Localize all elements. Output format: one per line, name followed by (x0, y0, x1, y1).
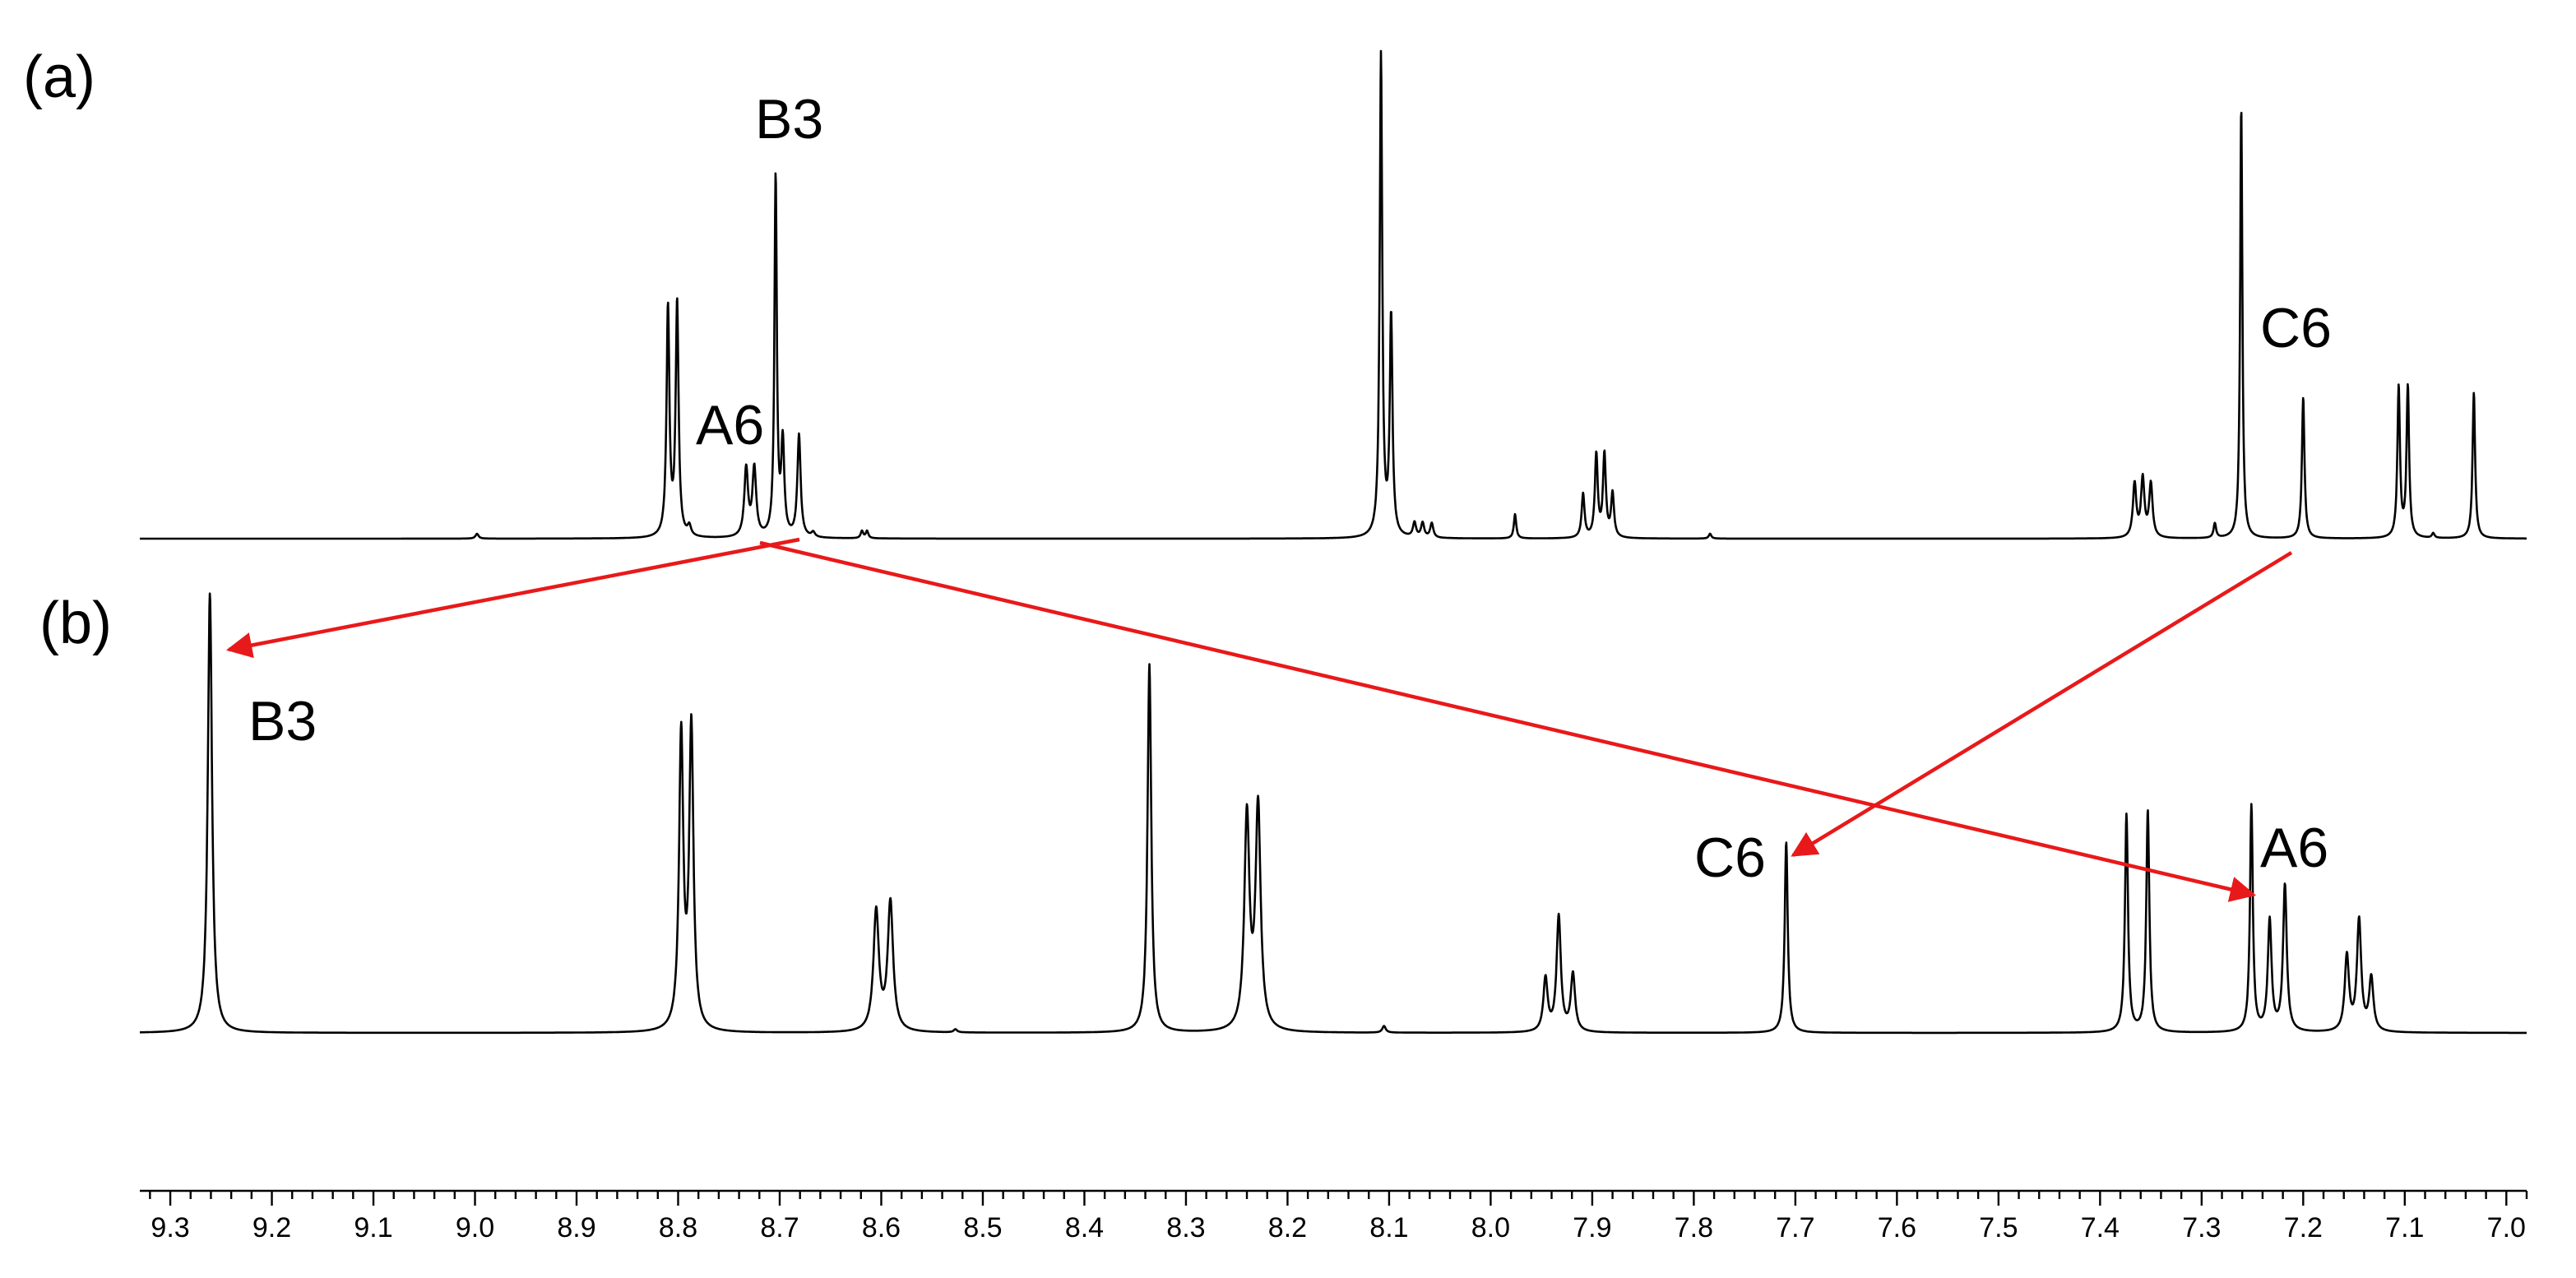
x-axis-tick-label: 7.1 (2385, 1212, 2424, 1243)
x-axis-tick-label: 8.4 (1065, 1212, 1104, 1243)
x-axis-tick-label: 7.5 (1979, 1212, 2018, 1243)
x-axis-tick-label: 9.0 (456, 1212, 494, 1243)
peak-label-b-b3: B3 (248, 690, 317, 752)
spectrum-a-trace (139, 49, 2527, 540)
arrow-a6-shift (759, 540, 2257, 902)
x-axis-tick-label: 8.5 (963, 1212, 1002, 1243)
x-axis-tick-label: 8.3 (1166, 1212, 1205, 1243)
x-axis-tick-label: 7.6 (1878, 1212, 1916, 1243)
x-axis-tick-label: 7.4 (2081, 1212, 2120, 1243)
x-axis-tick-label: 7.2 (2284, 1212, 2323, 1243)
x-axis-tick-label: 7.7 (1776, 1212, 1814, 1243)
peak-label-b-a6: A6 (2260, 817, 2328, 879)
panel-label-a: (a) (23, 44, 95, 110)
x-axis-tick-label: 8.0 (1471, 1212, 1510, 1243)
x-axis-minor-ticks (149, 1191, 2528, 1199)
panel-label-b: (b) (39, 590, 112, 656)
x-axis-tick-label: 8.8 (659, 1212, 697, 1243)
peak-label-a-c6: C6 (2260, 297, 2332, 359)
x-axis-tick-label: 7.0 (2487, 1212, 2526, 1243)
x-axis-tick-labels: 9.3 9.2 9.1 9.0 8.9 8.8 8.7 8.6 8.5 8.4 8.3 8.2 8.1 8… (151, 1212, 2526, 1243)
x-axis-tick-label: 8.6 (862, 1212, 901, 1243)
spectrum-b-trace (139, 592, 2527, 1035)
x-axis-tick-label: 7.3 (2182, 1212, 2221, 1243)
arrow-c6-shift (1791, 551, 2293, 857)
x-axis-tick-label: 9.2 (253, 1212, 291, 1243)
x-axis-tick-label: 8.7 (760, 1212, 799, 1243)
x-axis: 9.3 9.2 9.1 9.0 8.9 8.8 8.7 8.6 8.5 8.4 8.3 8.2 8.1 8… (140, 1189, 2528, 1243)
peak-label-b-c6: C6 (1694, 827, 1766, 889)
x-axis-tick-label: 9.3 (151, 1212, 189, 1243)
x-axis-tick-label: 8.1 (1369, 1212, 1408, 1243)
peak-label-a-b3: B3 (755, 88, 823, 150)
x-axis-tick-label: 8.2 (1268, 1212, 1307, 1243)
x-axis-tick-label: 7.9 (1573, 1212, 1611, 1243)
x-axis-tick-label: 8.9 (557, 1212, 595, 1243)
x-axis-tick-label: 9.1 (354, 1212, 392, 1243)
x-axis-major-ticks (169, 1191, 2508, 1206)
arrow-b3-shift (225, 537, 800, 659)
peak-label-a-a6: A6 (696, 394, 764, 456)
x-axis-tick-label: 7.8 (1675, 1212, 1713, 1243)
